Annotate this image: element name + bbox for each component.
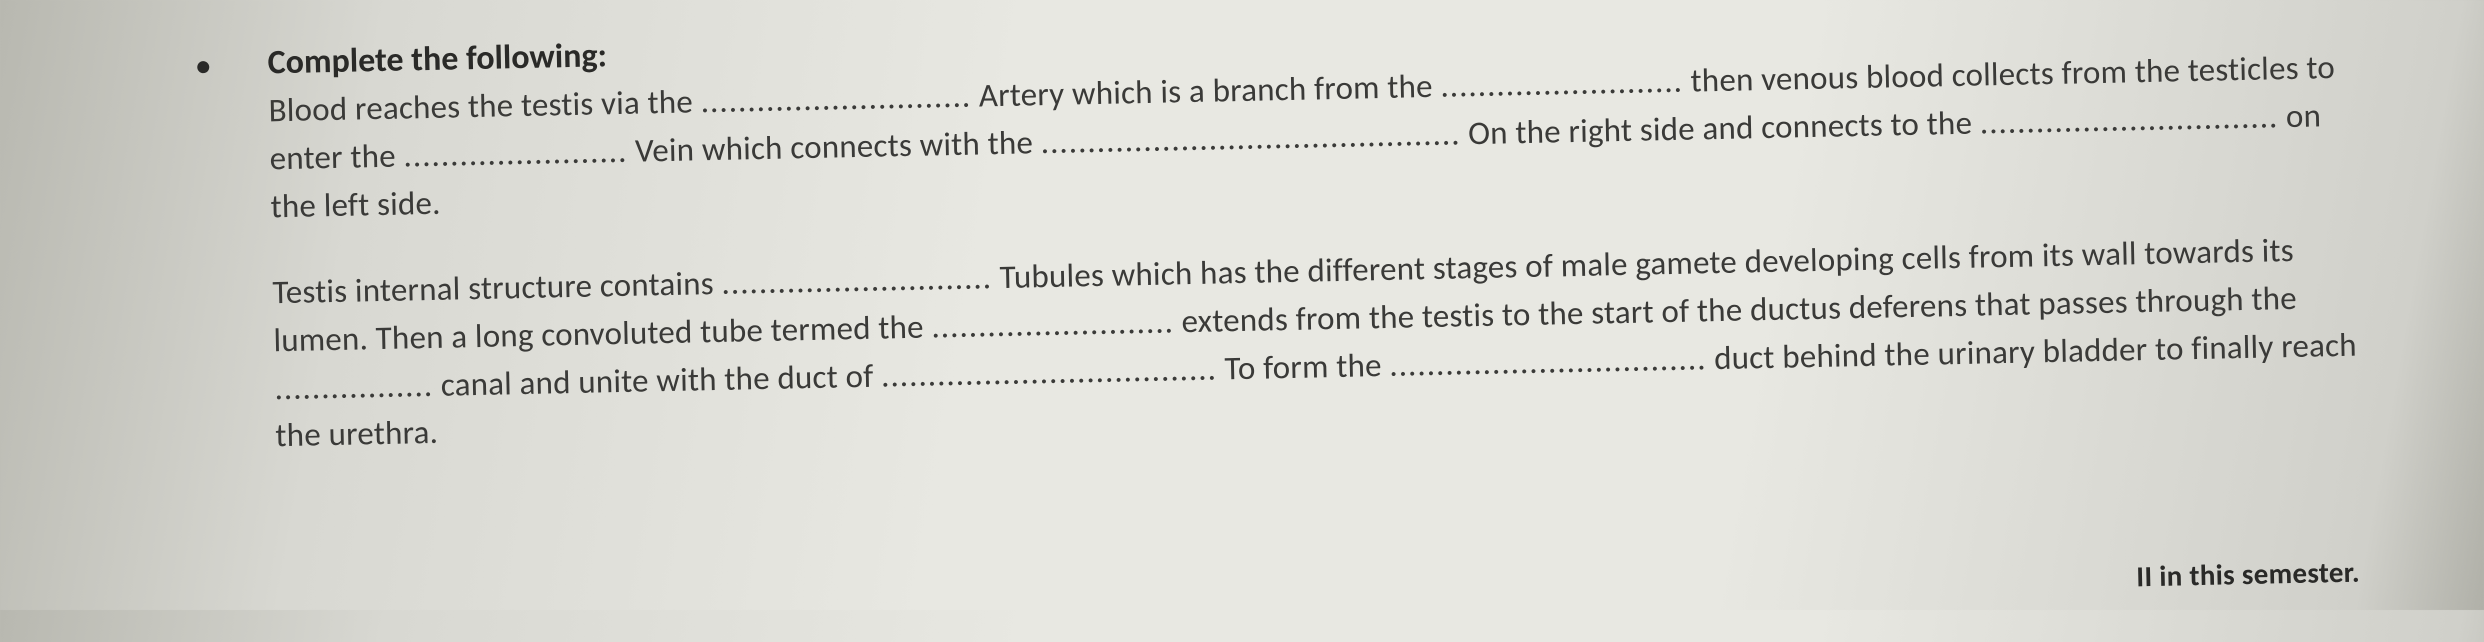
blank-field[interactable]: ............................. bbox=[700, 76, 971, 122]
blank-field[interactable]: ............................. bbox=[721, 257, 992, 303]
text-segment: On the right side and connects to the bbox=[1460, 103, 1980, 154]
worksheet-page: • Complete the following: Blood reaches … bbox=[0, 0, 2484, 466]
blank-field[interactable]: ........................................… bbox=[1040, 114, 1461, 163]
content-block: Complete the following: Blood reaches th… bbox=[267, 0, 2366, 460]
page-footer-fragment: II in this semester. bbox=[2136, 551, 2360, 598]
bullet-marker: • bbox=[194, 42, 212, 92]
blank-field[interactable]: ........................ bbox=[403, 131, 628, 176]
bullet-row: • Complete the following: Blood reaches … bbox=[284, 0, 2366, 460]
text-segment: Vein which connects with the bbox=[627, 122, 1041, 171]
blank-field[interactable]: .................................... bbox=[881, 348, 1218, 395]
blank-field[interactable]: .......................... bbox=[1440, 61, 1683, 106]
text-segment: Blood reaches the testis via the bbox=[268, 82, 701, 131]
blank-field[interactable]: .......................... bbox=[931, 301, 1174, 346]
blank-field[interactable]: .................................. bbox=[1389, 338, 1707, 385]
text-segment: Testis internal structure contains bbox=[272, 263, 722, 312]
text-segment: canal and unite with the duct of bbox=[433, 355, 882, 404]
blank-field[interactable]: ................. bbox=[274, 364, 433, 407]
blank-field[interactable]: ................................ bbox=[1979, 96, 2278, 142]
text-segment: To form the bbox=[1216, 344, 1389, 388]
text-segment: Artery which is a branch from the bbox=[971, 66, 1441, 116]
fill-blank-paragraph-2: Testis internal structure contains .....… bbox=[272, 225, 2367, 460]
